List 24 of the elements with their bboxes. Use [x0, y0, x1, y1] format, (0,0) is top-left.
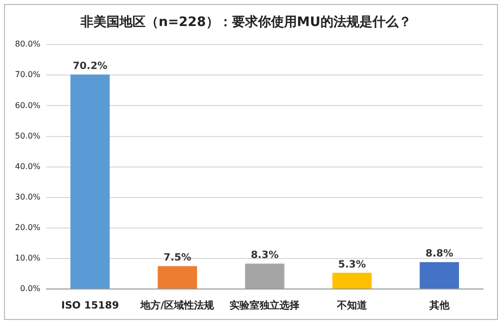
y-tick-label: 30.0% — [14, 192, 41, 202]
y-tick-label: 80.0% — [14, 40, 41, 49]
y-tick-label: 10.0% — [14, 254, 41, 263]
data-label: 7.5% — [164, 252, 192, 264]
bar — [158, 266, 198, 288]
x-tick-label: 地方/区域性法规 — [140, 300, 216, 312]
y-tick-label: 40.0% — [14, 162, 41, 171]
chart-title: 非美国地区（n=228）：要求你使用MU的法规是什么？ — [80, 14, 412, 30]
y-tick-label: 50.0% — [14, 131, 41, 140]
data-label: 8.3% — [250, 250, 279, 262]
bar — [332, 272, 372, 288]
x-tick-label: 不知道 — [336, 300, 368, 312]
y-tick-label: 20.0% — [14, 222, 41, 232]
y-tick-label: 0.0% — [20, 284, 41, 294]
x-tick-label: 实验室独立选择 — [230, 300, 300, 312]
data-label: 70.2% — [72, 61, 108, 72]
x-tick-label: 其他 — [428, 300, 450, 312]
bar — [70, 74, 110, 288]
y-tick-label: 60.0% — [14, 100, 41, 110]
y-tick-label: 70.0% — [14, 70, 41, 80]
data-label: 8.8% — [425, 248, 454, 260]
bar — [420, 262, 459, 288]
x-tick-label: ISO 15189 — [61, 300, 119, 312]
data-label: 5.3% — [338, 259, 366, 270]
